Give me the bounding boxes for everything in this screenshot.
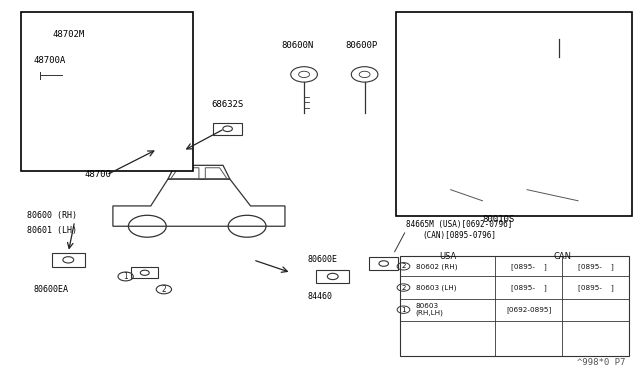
Text: 80601 (LH): 80601 (LH) (27, 226, 77, 235)
Text: 84665M (USA)[0692-0796]: 84665M (USA)[0692-0796] (406, 220, 513, 229)
Bar (20, 13, 193, 171)
Bar (448, 108, 479, 121)
Text: 1: 1 (124, 272, 128, 281)
Text: 48700: 48700 (84, 170, 111, 179)
Text: [0895-    ]: [0895- ] (511, 284, 547, 291)
Text: CAN: CAN (553, 251, 571, 261)
Text: 68632S: 68632S (212, 100, 244, 109)
Bar (545, 108, 572, 120)
Text: 80602 (RH): 80602 (RH) (415, 263, 457, 270)
Bar (369, 257, 398, 270)
Text: 80600N: 80600N (282, 41, 314, 50)
Text: 80600P: 80600P (346, 41, 378, 50)
Text: USA: USA (439, 251, 456, 261)
Text: [0895-    ]: [0895- ] (578, 284, 614, 291)
Text: 80603
(RH,LH): 80603 (RH,LH) (415, 303, 444, 317)
Bar (62, 64, 125, 86)
Bar (131, 267, 158, 279)
Text: ^998*0 P7: ^998*0 P7 (577, 358, 626, 367)
Text: [0692-0895]: [0692-0895] (506, 306, 551, 313)
Bar (213, 123, 242, 135)
Text: 48702M: 48702M (52, 30, 84, 39)
Text: (CAN)[0895-0796]: (CAN)[0895-0796] (422, 231, 496, 240)
Text: 1: 1 (401, 307, 406, 313)
Text: 48700A: 48700A (33, 56, 65, 65)
Text: 80600E: 80600E (307, 255, 337, 264)
Text: 2: 2 (161, 285, 166, 294)
Text: 80600 (RH): 80600 (RH) (27, 211, 77, 220)
Text: 2: 2 (401, 285, 406, 291)
Bar (317, 270, 349, 283)
Bar (399, 256, 629, 356)
Text: 80600EA: 80600EA (33, 285, 68, 294)
Text: 2: 2 (401, 263, 406, 269)
Text: 80603 (LH): 80603 (LH) (415, 284, 456, 291)
Text: [0895-    ]: [0895- ] (578, 263, 614, 270)
Bar (444, 40, 470, 51)
Bar (52, 253, 84, 267)
Text: 84460: 84460 (307, 292, 332, 301)
Text: 80010S: 80010S (483, 215, 515, 224)
Bar (125, 70, 161, 81)
Text: [0895-    ]: [0895- ] (511, 263, 547, 270)
Bar (396, 13, 632, 215)
